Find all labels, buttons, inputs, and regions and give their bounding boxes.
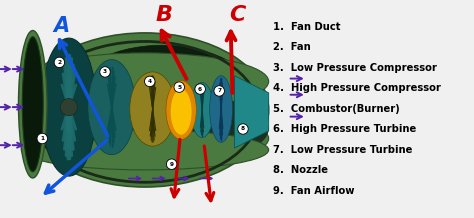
- Circle shape: [37, 133, 47, 144]
- Text: A: A: [53, 16, 69, 36]
- Text: 1: 1: [40, 136, 45, 141]
- Text: 7: 7: [217, 89, 221, 94]
- Text: 2.  Fan: 2. Fan: [273, 42, 310, 52]
- Text: C: C: [229, 5, 246, 25]
- Ellipse shape: [21, 110, 269, 167]
- Ellipse shape: [18, 31, 47, 178]
- Text: 3: 3: [103, 69, 107, 74]
- Text: 5: 5: [177, 85, 182, 90]
- Text: 6.  High Pressure Turbine: 6. High Pressure Turbine: [273, 124, 416, 135]
- Ellipse shape: [40, 91, 269, 167]
- Circle shape: [238, 124, 248, 134]
- Text: 7.  Low Pressure Turbine: 7. Low Pressure Turbine: [273, 145, 412, 155]
- Text: 5.  Combustor(Burner): 5. Combustor(Burner): [273, 104, 399, 114]
- Ellipse shape: [41, 38, 97, 176]
- Text: 6: 6: [198, 87, 202, 92]
- Ellipse shape: [130, 72, 175, 146]
- Ellipse shape: [166, 80, 196, 140]
- Circle shape: [166, 159, 177, 169]
- Ellipse shape: [62, 45, 262, 169]
- Circle shape: [195, 84, 205, 94]
- Ellipse shape: [191, 82, 213, 138]
- Ellipse shape: [21, 33, 269, 187]
- Ellipse shape: [22, 37, 43, 172]
- Text: 9: 9: [170, 162, 173, 167]
- Ellipse shape: [21, 53, 269, 110]
- Text: 8: 8: [241, 126, 245, 131]
- Ellipse shape: [21, 130, 269, 170]
- Text: 9.  Fan Airflow: 9. Fan Airflow: [273, 186, 354, 196]
- Circle shape: [100, 67, 110, 77]
- Circle shape: [174, 82, 184, 92]
- Circle shape: [54, 57, 64, 68]
- Text: 2: 2: [57, 60, 62, 65]
- Text: 3.  Low Pressure Compressor: 3. Low Pressure Compressor: [273, 63, 437, 73]
- Ellipse shape: [88, 60, 136, 155]
- Ellipse shape: [171, 89, 191, 135]
- Ellipse shape: [210, 76, 233, 142]
- Text: B: B: [155, 5, 173, 25]
- Text: 4: 4: [148, 79, 152, 84]
- Circle shape: [214, 86, 224, 96]
- Polygon shape: [235, 76, 269, 148]
- Circle shape: [145, 76, 155, 87]
- Text: 8.  Nozzle: 8. Nozzle: [273, 165, 328, 175]
- Ellipse shape: [60, 99, 77, 116]
- Text: 1.  Fan Duct: 1. Fan Duct: [273, 22, 340, 32]
- Text: 4.  High Pressure Compressor: 4. High Pressure Compressor: [273, 83, 440, 93]
